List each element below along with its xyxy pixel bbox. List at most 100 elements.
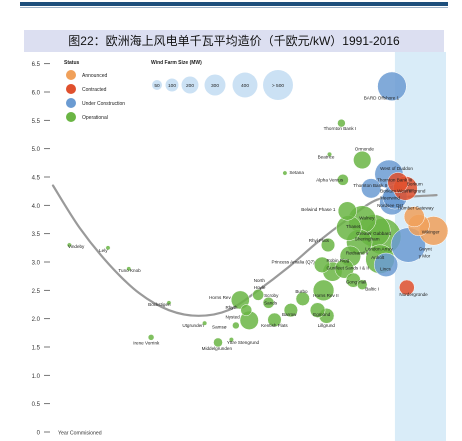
point-label: Gwynt (419, 247, 433, 252)
bubble-setana (282, 170, 288, 176)
bubble-ormonde (353, 150, 372, 170)
point-label: Wikinger (422, 230, 440, 235)
point-label: Barrow (282, 312, 297, 317)
y-tick-label: 5.0 (32, 147, 41, 153)
point-label: Thornton Bank III (377, 178, 412, 183)
bubble-lincs (373, 252, 399, 277)
point-label: Belwind Phase 1 (301, 207, 336, 212)
legend-size-circle (204, 74, 226, 96)
point-label: Kentish Flats (261, 323, 288, 328)
bubble-beatrice (326, 151, 333, 157)
y-tick-label: 5.5 (32, 119, 41, 125)
point-label: Utgrunden (182, 323, 204, 328)
point-label: Thanet (346, 224, 361, 229)
point-label: Tuno Knob (118, 268, 141, 273)
point-label: Thornton Bank II (353, 183, 387, 188)
point-label: Gong Hall (346, 280, 366, 285)
x-axis-label: Year Commisioned (58, 431, 102, 437)
y-tick-label: 3.5 (32, 232, 41, 238)
point-label: West of Duddon (380, 166, 413, 171)
legend-label-operational: Operational (82, 115, 108, 121)
point-label: Bockstigen (148, 302, 171, 307)
legend-swatch-announced (66, 70, 76, 80)
point-label: Lillgrund (318, 323, 336, 328)
point-label: Rhyl Flats (309, 238, 330, 243)
point-label: BARD Offshore 1 (364, 95, 400, 100)
point-label: Walney (359, 216, 375, 221)
point-label: Meerwind (380, 196, 400, 201)
point-label: Nordergründe (399, 292, 428, 297)
bubble-thanet-gateway (403, 206, 425, 228)
point-label: Greater Gabbard (356, 231, 391, 236)
point-label: Sands (264, 301, 278, 306)
legend-size-label: 200 (186, 83, 194, 89)
bubble-vindeby (66, 242, 72, 248)
legend-size-circle (263, 70, 293, 100)
point-label: Alpha Ventus (316, 178, 344, 183)
point-label: y Mor (419, 253, 431, 258)
legend-size-label: > 500 (272, 83, 284, 89)
bubble-middelgrunden (213, 337, 223, 348)
y-tick-label: 2.5 (32, 289, 41, 295)
point-label: Nordsee Ost (377, 203, 404, 208)
point-label: Egmond (313, 312, 331, 317)
y-tick-label: 4.0 (32, 204, 41, 210)
header-rule-thin (20, 7, 448, 8)
bubble-egmond (309, 302, 326, 318)
bubble-barrow (283, 303, 298, 318)
y-tick-label: 1.5 (32, 346, 41, 352)
legend-size-circle (165, 78, 179, 92)
y-tick-label: 0 (37, 431, 41, 437)
legend-status-title: Status (64, 60, 80, 66)
point-label: North (254, 278, 266, 283)
legend-size-title: Wind Farm Size (MW) (151, 60, 202, 66)
point-label: Yttre Stengrund (227, 340, 260, 345)
figure-title-strip: 图22：欧洲海上风电单千瓦平均造价（千欧元/kW）1991-2016 (24, 30, 444, 52)
legend-size-circle (232, 72, 258, 98)
point-label: Beatrice (318, 154, 335, 159)
point-label: Scroby (264, 293, 279, 298)
point-label: Burbo (295, 289, 308, 294)
legend-label-contracted: Contracted (82, 87, 107, 93)
point-label: Vindeby (68, 244, 85, 249)
y-tick-label: 1.0 (32, 374, 41, 380)
point-label: Rhyth (225, 305, 237, 310)
bubble-thornton-bank-i (337, 118, 346, 128)
bubble-nordergr-nde (398, 279, 415, 296)
point-label: Thornton Bank I (324, 126, 357, 131)
y-tick-label: 6.5 (32, 62, 41, 68)
bubble-burbo (295, 291, 310, 306)
point-label: Irene Vorrink (133, 341, 160, 346)
point-label: Borkum West II (380, 188, 411, 193)
legend-swatch-operational (66, 112, 76, 122)
legend-size-circle (181, 76, 199, 94)
bubble-rhyth (240, 304, 253, 316)
bubble-tuno-knob (126, 266, 132, 272)
point-label: Anholt (371, 255, 385, 260)
bubble-chart: 0 0.5 1.0 1.5 2.0 2.5 3.0 3.5 4.0 4.5 5.0 5.5 6.0 6.5… (28, 52, 449, 441)
legend-label-under_construction: Under Construction (82, 101, 125, 107)
bubble-borkum-west-ii (387, 172, 409, 194)
legend-swatch-under_construction (66, 98, 76, 108)
point-label: Lely (99, 248, 108, 253)
legend-size-label: 50 (154, 83, 160, 89)
point-label: Humber Gateway (398, 205, 434, 210)
point-label: London Array (365, 247, 393, 252)
bubble-yttre-stengrund (228, 337, 234, 343)
header-rule (20, 2, 448, 6)
bubble-alpha-ventus (337, 174, 349, 186)
bubble-princess-amalia-q7- (313, 256, 331, 273)
legend-label-announced: Announced (82, 73, 108, 79)
point-label: Riffgrund (407, 188, 426, 193)
bubble-bard-offshore-1 (377, 71, 407, 101)
point-label: Middelgrunden (202, 346, 233, 351)
point-label: Setana (289, 170, 304, 175)
bubble-horns-rev-ii (312, 279, 335, 301)
bubble-bockstigen (166, 300, 172, 306)
bubble-lely (105, 245, 111, 251)
point-label: Gunfleet Sands I & II (327, 265, 369, 270)
point-label: Borkum (407, 182, 423, 187)
point-label: Lincs (380, 267, 391, 272)
point-label: Rødsand II (346, 251, 368, 256)
bubble-utgrunden (202, 320, 208, 326)
